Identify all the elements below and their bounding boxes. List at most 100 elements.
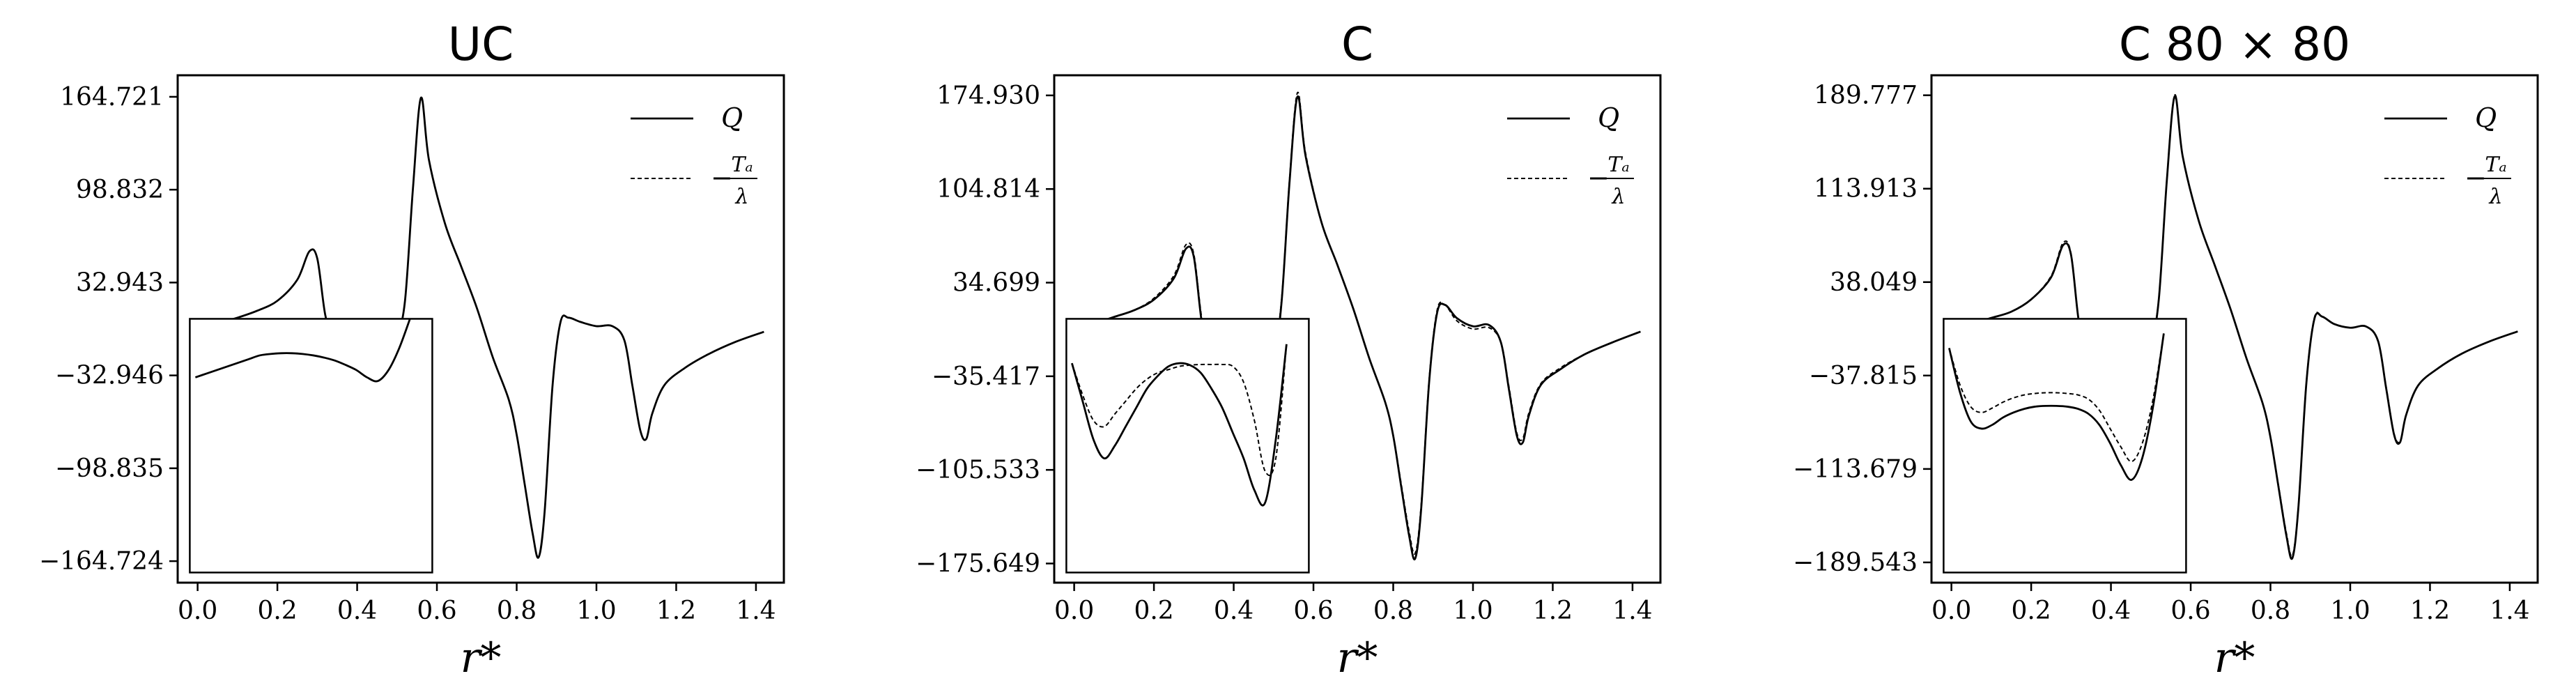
- chart-title: C: [1341, 17, 1373, 71]
- data-point: [476, 307, 477, 308]
- x-tick-label: 1.2: [1533, 597, 1573, 625]
- data-point: [1336, 264, 1338, 266]
- data-point: [1414, 553, 1416, 554]
- data-point: [2158, 298, 2159, 299]
- data-point: [1560, 367, 1561, 368]
- series-line-q: [197, 96, 764, 559]
- y-tick-label: −164.724: [39, 547, 164, 576]
- data-point: [2306, 381, 2307, 383]
- data-point: [444, 222, 445, 224]
- series-line-ta-lambda: [1951, 94, 2518, 558]
- data-point: [2182, 155, 2183, 157]
- data-point: [2313, 317, 2315, 319]
- panel-uc: UC 0.0 0.2 0.4 0.6 0.8 1.0 1.2 1.4 164.721 98.832 3…: [39, 17, 785, 682]
- y-tick-label: −35.417: [932, 362, 1040, 391]
- data-point: [2334, 323, 2335, 325]
- inset-frame: [189, 318, 433, 574]
- x-tick-label: 0.4: [2091, 597, 2131, 625]
- data-point: [404, 300, 406, 301]
- x-tick-label: 0.6: [2170, 597, 2210, 625]
- data-point: [2377, 340, 2379, 342]
- data-point: [596, 325, 597, 327]
- data-point: [543, 512, 545, 513]
- data-point: [1522, 438, 1523, 439]
- data-point: [2030, 298, 2032, 300]
- data-point: [2350, 327, 2351, 328]
- data-point: [1488, 327, 1490, 328]
- data-point: [1113, 316, 1115, 318]
- x-tick-label: 1.0: [2330, 597, 2370, 625]
- x-tick-label: 0.2: [2011, 597, 2051, 625]
- data-point: [1297, 92, 1298, 93]
- data-point: [2517, 330, 2518, 332]
- data-point: [420, 97, 422, 98]
- inset-series-line: [194, 318, 411, 383]
- inset-series-line: [1948, 333, 2165, 463]
- data-point: [1584, 353, 1585, 355]
- x-tick-label: 1.2: [656, 597, 696, 625]
- data-point: [1472, 325, 1474, 327]
- data-point: [460, 265, 461, 266]
- data-point: [2070, 253, 2072, 254]
- y-tick-label: −105.533: [916, 456, 1040, 484]
- y-tick-label: −113.679: [1793, 455, 1918, 484]
- data-point: [2262, 402, 2263, 404]
- data-point: [538, 556, 539, 558]
- x-tick-label: 0.2: [1134, 597, 1173, 625]
- x-tick-label: 0.0: [1054, 597, 1094, 625]
- y-tick-label: 98.832: [76, 176, 164, 204]
- data-point: [2292, 555, 2293, 556]
- x-tick-label: 1.4: [736, 597, 776, 625]
- data-point: [1522, 442, 1523, 443]
- data-point: [2010, 311, 2012, 312]
- panel-c: C 0.0 0.2 0.4 0.6 0.8 1.0 1.2 1.4 174.930 104.814 3…: [916, 17, 1662, 682]
- chart-title: UC: [448, 17, 514, 71]
- legend-label-q: Q: [2475, 102, 2497, 133]
- data-point: [1508, 388, 1509, 390]
- panel-c-80x80: C 80 × 80 0.0 0.2 0.4 0.6 0.8 1.0 1.2 1.4 189.777…: [1793, 17, 2539, 682]
- data-point: [1540, 383, 1541, 384]
- x-tick-label: 0.2: [257, 597, 297, 625]
- data-point: [1428, 379, 1430, 381]
- data-point: [1436, 309, 1437, 311]
- x-axis-label: r*: [1337, 634, 1378, 682]
- legend-fraction-numerator: Tₐ: [731, 153, 753, 177]
- data-point: [325, 314, 326, 316]
- data-point: [297, 279, 298, 280]
- y-tick-label: 32.943: [76, 268, 164, 297]
- data-point: [2366, 325, 2367, 327]
- data-point: [1281, 299, 1282, 300]
- data-point: [2417, 385, 2419, 386]
- x-tick-label: 0.8: [497, 597, 537, 625]
- inset-series-line: [1948, 333, 2165, 481]
- data-point: [1193, 254, 1194, 255]
- data-point: [1320, 222, 1322, 223]
- data-point: [1612, 342, 1613, 343]
- data-point: [1414, 558, 1416, 559]
- inset-series-line: [1071, 344, 1288, 477]
- y-tick-label: 189.777: [1814, 82, 1918, 110]
- data-point: [568, 317, 569, 319]
- data-point: [1472, 328, 1474, 330]
- data-point: [1368, 358, 1370, 359]
- data-point: [1392, 435, 1394, 436]
- data-point: [2269, 436, 2271, 438]
- x-tick-label: 0.8: [2251, 597, 2290, 625]
- x-tick-label: 1.0: [1453, 597, 1493, 625]
- data-point: [1153, 298, 1155, 299]
- data-point: [735, 341, 736, 342]
- data-point: [428, 159, 429, 160]
- y-tick-label: −32.946: [55, 362, 164, 390]
- data-point: [2489, 340, 2490, 342]
- x-axis-label: r*: [461, 634, 502, 682]
- legend-fraction-numerator: Tₐ: [2485, 153, 2506, 177]
- data-point: [277, 300, 278, 301]
- data-point: [508, 399, 509, 400]
- data-point: [2198, 220, 2199, 221]
- axes-frame: [1930, 74, 2539, 584]
- data-point: [1420, 505, 1421, 506]
- data-point: [2051, 275, 2052, 277]
- data-point: [1456, 317, 1458, 319]
- data-point: [2246, 358, 2247, 359]
